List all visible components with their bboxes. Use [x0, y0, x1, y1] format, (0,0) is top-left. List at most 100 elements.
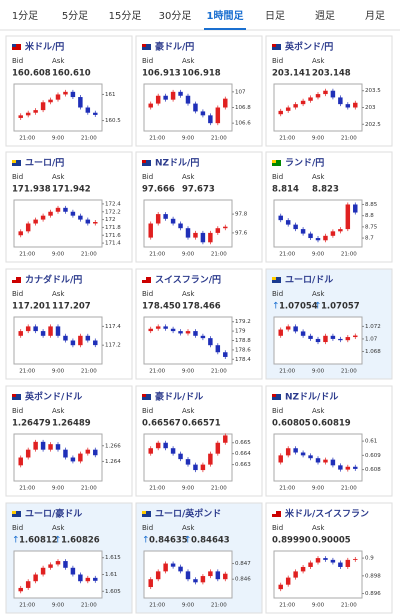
- bid-label: Bid: [272, 524, 283, 532]
- candle: [85, 219, 91, 224]
- card-title[interactable]: ユーロ/英ポンド: [155, 508, 221, 520]
- tab-label[interactable]: 日足: [265, 10, 285, 22]
- y-tick-label: 0.898: [365, 573, 381, 579]
- candle: [200, 576, 206, 583]
- tab-label[interactable]: 5分足: [62, 10, 88, 22]
- card-title[interactable]: スイスフラン/円: [155, 275, 221, 286]
- candle: [85, 449, 91, 454]
- candle: [78, 215, 83, 220]
- bid-value: 0.84635: [149, 536, 188, 546]
- candle: [193, 331, 198, 336]
- candle: [185, 228, 191, 238]
- card-title[interactable]: カナダドル/円: [25, 274, 82, 286]
- card-title[interactable]: NZドル/ドル: [285, 392, 338, 403]
- card-title[interactable]: 米ドル/スイスフラン: [284, 508, 369, 520]
- candle: [148, 103, 153, 108]
- tab-label[interactable]: 週足: [315, 10, 335, 22]
- flag: [272, 511, 281, 517]
- candle: [293, 448, 298, 453]
- candle: [200, 464, 206, 471]
- y-tick-label: 0.847: [235, 561, 251, 567]
- candle: [170, 328, 176, 332]
- ask-label: Ask: [182, 290, 195, 298]
- card-title[interactable]: 米ドル/円: [24, 41, 64, 53]
- card-title[interactable]: ユーロ/豪ドル: [25, 508, 82, 520]
- candle: [48, 444, 53, 450]
- candle: [200, 232, 206, 243]
- candle: [330, 335, 336, 339]
- candle: [308, 455, 313, 459]
- ask-label: Ask: [52, 407, 65, 415]
- x-tick-label: 21:00: [19, 252, 35, 258]
- candle: [353, 335, 358, 338]
- card-title[interactable]: 豪ドル/円: [155, 41, 194, 53]
- bid-label: Bid: [272, 290, 283, 298]
- tab-label[interactable]: 30分足: [159, 10, 192, 22]
- card-title[interactable]: 英ポンド/ドル: [24, 391, 82, 403]
- x-tick-label: 21:00: [279, 136, 295, 142]
- tab-label[interactable]: 15分足: [109, 10, 142, 22]
- ask-label: Ask: [312, 290, 325, 298]
- y-tick-label: 1.072: [365, 324, 381, 330]
- x-tick-label: 21:00: [279, 603, 295, 609]
- ask-label: Ask: [182, 173, 195, 181]
- flag-detail: [142, 160, 146, 163]
- y-tick-label: 0.609: [365, 453, 381, 459]
- candle: [93, 340, 98, 346]
- candle: [93, 449, 98, 456]
- x-tick-label: 9:00: [52, 252, 65, 258]
- candle: [18, 115, 23, 118]
- ask-label: Ask: [182, 57, 195, 65]
- candle: [55, 207, 61, 212]
- candle: [223, 352, 228, 357]
- candle: [353, 102, 358, 108]
- bid-value: 1.60812: [19, 536, 58, 546]
- y-tick-label: 8.75: [365, 224, 378, 230]
- tab-label[interactable]: 1分足: [12, 10, 38, 22]
- candle: [33, 441, 38, 450]
- candle: [308, 233, 313, 239]
- candle: [78, 453, 83, 462]
- candle: [93, 112, 98, 115]
- candle: [18, 587, 23, 592]
- candle: [215, 107, 221, 124]
- ask-value: 160.610: [52, 69, 91, 79]
- card-title[interactable]: ユーロ/ドル: [285, 275, 333, 286]
- ask-arrow: ↑: [184, 536, 192, 546]
- card-title[interactable]: NZドル/円: [155, 158, 199, 169]
- x-tick-label: 21:00: [279, 486, 295, 492]
- y-tick-label: 0.665: [235, 440, 251, 446]
- bid-value: 1.07054: [279, 302, 318, 312]
- bid-value: 203.141: [272, 69, 311, 79]
- candle: [323, 459, 328, 463]
- x-tick-label: 21:00: [341, 369, 357, 375]
- tab-label[interactable]: 月足: [365, 10, 385, 22]
- x-tick-label: 9:00: [182, 136, 195, 142]
- candle: [33, 110, 38, 113]
- candle: [178, 331, 183, 334]
- tab-label[interactable]: 1時間足: [207, 9, 245, 22]
- y-tick-label: 8.8: [365, 213, 374, 219]
- x-tick-label: 21:00: [19, 486, 35, 492]
- flag: [142, 394, 151, 400]
- flag: [272, 160, 281, 166]
- candle: [178, 223, 183, 229]
- x-tick-label: 21:00: [211, 603, 227, 609]
- candle: [293, 326, 298, 332]
- flag-detail: [12, 44, 16, 47]
- candle: [215, 345, 221, 353]
- y-tick-label: 178.8: [235, 338, 251, 344]
- card-title[interactable]: 豪ドル/ドル: [155, 391, 203, 403]
- flag-detail: [12, 277, 16, 280]
- candle: [208, 338, 213, 346]
- card-title[interactable]: 英ポンド/円: [284, 41, 333, 53]
- x-tick-label: 9:00: [52, 369, 65, 375]
- x-tick-label: 21:00: [149, 603, 165, 609]
- card-title[interactable]: ランド/円: [285, 158, 324, 169]
- candle: [78, 335, 83, 346]
- card-title[interactable]: ユーロ/円: [25, 158, 64, 169]
- x-tick-label: 21:00: [341, 603, 357, 609]
- candle: [55, 561, 61, 565]
- ask-label: Ask: [52, 524, 65, 532]
- y-tick-label: 179.2: [235, 319, 251, 325]
